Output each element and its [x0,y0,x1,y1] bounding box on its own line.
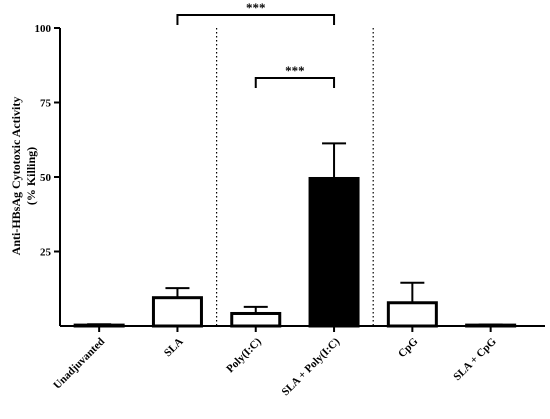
x-category-label: Unadjuvanted [51,336,107,392]
x-category-label: Poly(I:C) [224,335,264,375]
y-axis-title: Anti-HBsAg Cytotoxic Activity (% Killing… [9,97,38,256]
y-tick-label: 100 [35,23,52,35]
bar [465,323,517,328]
y-axis-title-line-1: Anti-HBsAg Cytotoxic Activity [9,97,23,256]
bar [230,311,282,328]
significance-label: *** [246,0,266,15]
bar [386,301,438,328]
x-category-label: SLA + Poly(I:C) [280,335,343,398]
bar [151,296,203,328]
y-axis-title-line-2: (% Killing) [24,147,38,205]
x-category-label: CpG [396,335,421,360]
bar [308,176,360,328]
bar [73,323,125,328]
significance-label: *** [285,63,305,78]
significance-bracket [176,14,336,25]
y-tick-label: 25 [40,247,52,259]
significance-bracket [254,77,336,88]
x-category-label: SLA + CpG [451,335,499,383]
y-tick-label: 50 [40,172,52,184]
y-tick-label: 75 [40,98,52,110]
x-category-label: SLA [162,336,186,360]
